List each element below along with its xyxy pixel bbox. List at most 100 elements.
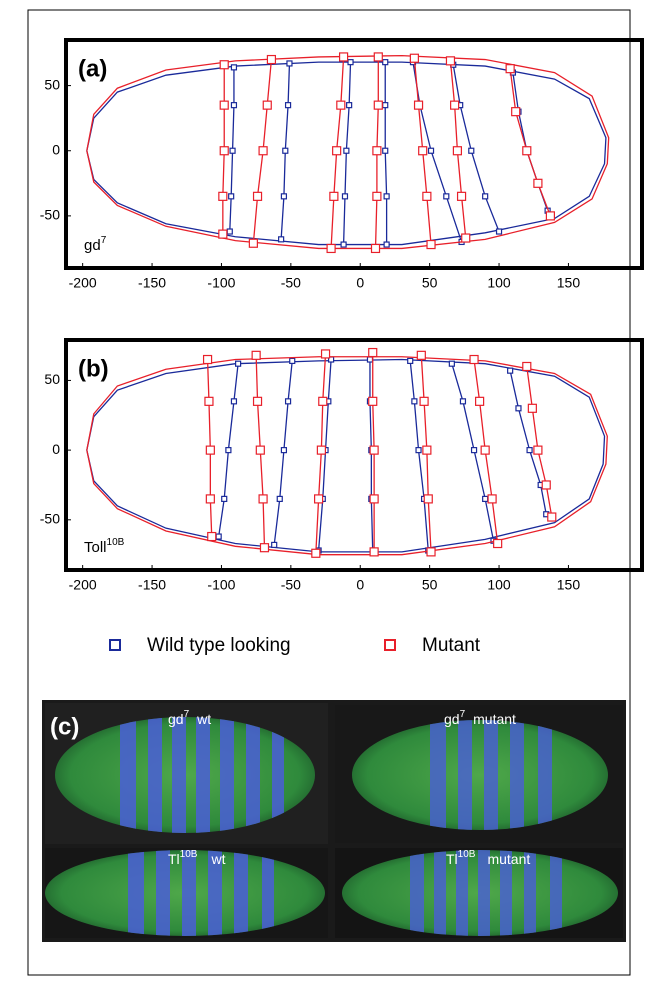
y-tick-label: 0 — [52, 441, 60, 457]
stripe-point — [482, 193, 489, 200]
stripe-point — [346, 102, 353, 109]
stripe-point — [219, 146, 229, 156]
stripe-point — [286, 60, 293, 67]
x-tick-label: 0 — [356, 577, 364, 593]
stripe-point — [258, 494, 268, 504]
stripe-line — [512, 72, 549, 211]
y-tick-label: 50 — [44, 371, 60, 387]
stripe-point — [527, 403, 537, 413]
image-caption: mutant — [473, 711, 516, 727]
stripe-point — [343, 147, 350, 154]
stripe-point — [228, 193, 235, 200]
stripe-point — [311, 548, 321, 558]
stripe-point — [422, 445, 432, 455]
stripe-point — [372, 146, 382, 156]
stripe-point — [366, 356, 374, 363]
stripe-point — [284, 398, 292, 405]
x-tick-label: -100 — [207, 577, 235, 593]
embryo-outline — [86, 54, 610, 250]
stripe-point — [533, 178, 543, 188]
stripe-point — [469, 354, 479, 365]
stripe-point — [282, 147, 289, 154]
stripe-point — [368, 396, 378, 406]
panel-label: (b) — [78, 355, 109, 382]
stripe-point — [280, 193, 288, 200]
stripe-point — [383, 193, 390, 200]
image-caption: mutant — [487, 851, 530, 867]
stripe-point — [426, 239, 436, 250]
image-label: gd7 mutant — [444, 709, 516, 727]
stripe-point — [230, 64, 238, 71]
stripe-point — [259, 543, 270, 553]
stripe-point — [370, 243, 381, 254]
annotation-text: gd — [84, 237, 101, 254]
stripe-point — [522, 361, 532, 372]
stripe-point — [262, 100, 272, 110]
image-sup: 10B — [458, 849, 476, 860]
stripe-point — [278, 236, 285, 243]
image-label: Tl10B mutant — [446, 849, 530, 867]
stripe-point — [218, 191, 228, 201]
annotation-text: Toll — [84, 539, 107, 556]
embryo-outline — [86, 61, 607, 246]
stripe-point — [336, 100, 346, 110]
stripe-point — [258, 146, 268, 156]
stripe-point — [468, 147, 475, 154]
stripes-image — [410, 850, 562, 936]
chart-2: -200 -150 -100 -50 0 50 100 150 50 0 -50 (b) Toll10B — [40, 338, 644, 593]
stripe-point — [289, 357, 296, 365]
legend-label: Mutant — [422, 635, 481, 656]
embryo-image — [352, 720, 608, 830]
x-tick-label: 50 — [422, 275, 438, 291]
stripe-point — [368, 347, 378, 358]
stripe-point — [276, 495, 283, 503]
stripes-image — [430, 720, 552, 830]
stripe-point — [480, 445, 490, 455]
stripe-point — [280, 447, 288, 454]
legend-swatch — [109, 639, 121, 651]
stripe-point — [427, 147, 435, 154]
stripe-point — [415, 447, 422, 454]
y-tick-label: 0 — [52, 141, 60, 157]
embryo-outline — [86, 356, 608, 556]
image-title: Tl — [446, 851, 458, 867]
stripe-point — [411, 398, 418, 405]
stripe-point — [423, 494, 433, 504]
stripe-point — [205, 494, 215, 504]
annotation: Toll10B — [84, 537, 125, 556]
stripe-point — [459, 398, 467, 405]
panel-label: (a) — [78, 55, 107, 82]
stripe-point — [470, 447, 478, 454]
stripe-point — [493, 538, 503, 549]
stripe-point — [218, 229, 228, 239]
stripe-point — [419, 396, 429, 406]
stripe-point — [482, 495, 489, 503]
x-tick-label: 100 — [487, 577, 511, 593]
plot-frame — [64, 38, 644, 270]
panel-c: (c) gd7 wt gd7 mutant Tl10B wt Tl10B mutant — [42, 700, 626, 942]
stripe-point — [495, 228, 503, 235]
image-caption: wt — [196, 711, 211, 727]
stripe-point — [226, 228, 233, 235]
stripe-point — [255, 445, 265, 455]
stripe-point — [235, 360, 242, 367]
x-tick-label: -50 — [281, 275, 301, 291]
stripe-point — [271, 541, 278, 549]
image-label: gd7 wt — [168, 709, 211, 727]
image-title: gd — [444, 711, 460, 727]
stripe-point — [533, 445, 543, 455]
stripe-point — [526, 447, 533, 454]
stripe-point — [418, 146, 428, 156]
annotation-sup: 7 — [101, 235, 107, 246]
stripe-point — [407, 357, 414, 365]
x-tick-label: -150 — [138, 577, 166, 593]
x-tick-label: 100 — [487, 275, 511, 291]
x-tick-label: 150 — [557, 275, 581, 291]
stripe-point — [373, 52, 383, 62]
stripe-point — [252, 191, 263, 201]
annotation-sup: 10B — [107, 537, 125, 548]
stripe-point — [452, 146, 463, 156]
plot-frame — [64, 338, 644, 572]
stripe-point — [219, 100, 229, 110]
